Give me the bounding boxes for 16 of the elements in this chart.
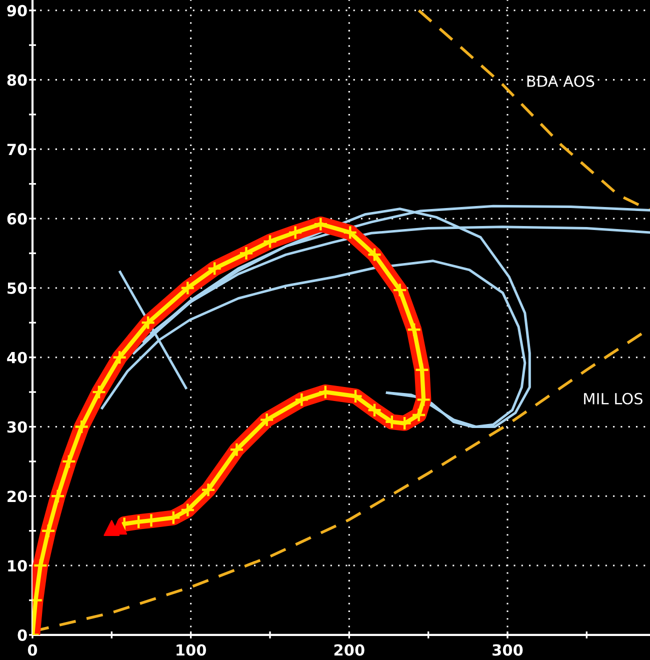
- y-tick-label: 20: [8, 490, 27, 502]
- annotation: BDA AOS: [527, 75, 594, 87]
- y-tick-label: 40: [7, 352, 27, 364]
- y-tick-label: 10: [8, 560, 27, 572]
- x-tick-label: 200: [334, 644, 364, 656]
- x-tick-label: 300: [492, 644, 523, 656]
- y-tick-label: 30: [7, 421, 27, 433]
- y-tick-label: 90: [7, 4, 27, 16]
- y-tick-label: 50: [8, 282, 27, 294]
- x-tick-label: 0: [28, 644, 38, 656]
- x-tick-label: 100: [176, 644, 206, 656]
- annotation: MIL LOS: [584, 392, 642, 404]
- y-tick-label: 70: [7, 144, 27, 156]
- y-tick-label: 60: [7, 213, 27, 225]
- y-tick-label: 80: [7, 74, 27, 86]
- y-tick-label: 0: [18, 629, 27, 641]
